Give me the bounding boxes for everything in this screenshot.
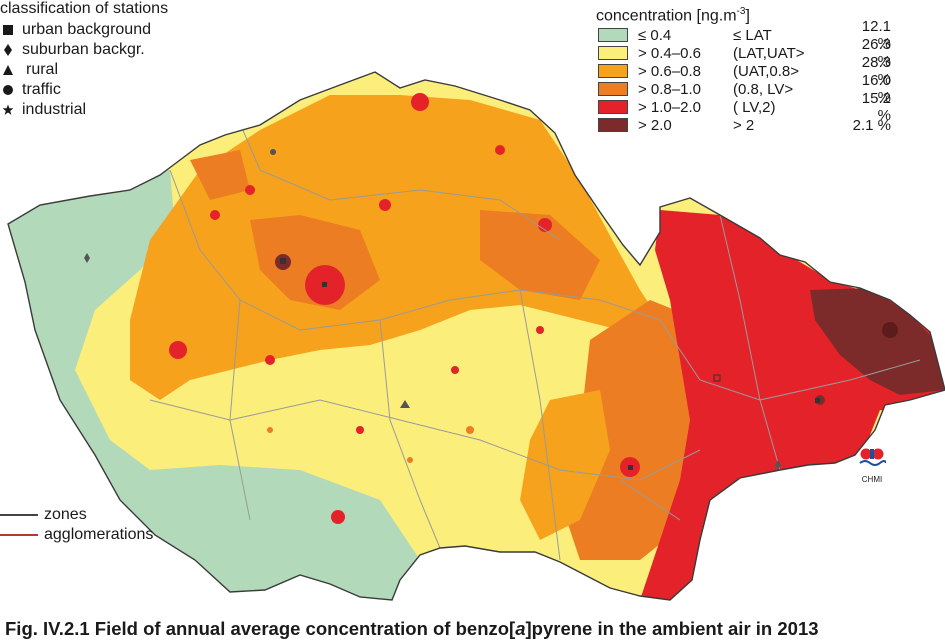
legend-traffic: traffic: [0, 80, 61, 100]
station-label: industrial: [22, 101, 87, 118]
legend-zones: zones: [0, 506, 87, 524]
agglomerations-line: [0, 534, 38, 536]
station-markers: [84, 149, 820, 470]
legend-row-5: > 1.0–2.0 ( LV,2) 15.2 %: [598, 90, 891, 124]
legend-percent: 26.3 %: [861, 36, 891, 70]
square-icon: [0, 24, 16, 36]
chmi-logo: CHMI: [858, 446, 887, 484]
legend-industrial: industrial: [0, 100, 86, 120]
stations-legend-title: classification of stations: [0, 0, 169, 17]
legend-swatch: [598, 64, 628, 78]
zones-label: zones: [44, 506, 87, 523]
legend-swatch: [598, 100, 628, 114]
chmi-logo-icon: [859, 448, 887, 466]
legend-row-3: > 0.6–0.8 (UAT,0.8> 28.3 %: [598, 54, 891, 88]
legend-urban-background: urban background: [0, 20, 151, 40]
zone-boundaries: [149, 99, 921, 561]
diamond-icon: [0, 43, 16, 57]
legend-range: > 2.0: [638, 116, 672, 134]
legend-swatch: [598, 82, 628, 96]
agglomerations-label: agglomerations: [44, 526, 154, 543]
legend-percent: 2.1 %: [852, 116, 891, 134]
legend-range: ≤ 0.4: [638, 26, 672, 44]
legend-row-2: > 0.4–0.6 (LAT,UAT> 26.3 %: [598, 36, 891, 70]
figure-caption: Fig. IV.2.1 Field of annual average conc…: [5, 618, 819, 639]
legend-agglomerations: agglomerations: [0, 526, 153, 544]
legend-row-6: > 2.0 > 2 2.1 %: [598, 116, 891, 134]
legend-suburban-background: suburban backgr.: [0, 40, 145, 60]
legend-range: > 0.8–1.0: [638, 80, 701, 98]
legend-swatch: [598, 118, 628, 132]
legend-range: > 0.4–0.6: [638, 44, 701, 62]
legend-class: ≤ LAT: [733, 26, 772, 44]
concentration-legend-title: concentration [ng.m-3]: [596, 6, 750, 25]
legend-swatch: [598, 46, 628, 60]
legend-class: (0.8, LV>: [733, 80, 794, 98]
legend-range: > 0.6–0.8: [638, 62, 701, 80]
station-label: urban background: [22, 21, 151, 38]
legend-row-1: ≤ 0.4 ≤ LAT 12.1 %: [598, 18, 891, 52]
legend-class: (UAT,0.8>: [733, 62, 799, 80]
station-label: suburban backgr.: [22, 41, 145, 58]
legend-percent: 16.0 %: [861, 72, 891, 106]
legend-percent: 12.1 %: [861, 18, 891, 52]
legend-row-4: > 0.8–1.0 (0.8, LV> 16.0 %: [598, 72, 891, 106]
legend-percent: 15.2 %: [861, 90, 891, 124]
legend-range: > 1.0–2.0: [638, 98, 701, 116]
legend-rural: rural: [0, 60, 58, 80]
legend-class: (LAT,UAT>: [733, 44, 805, 62]
zones-line: [0, 514, 38, 516]
triangle-icon: [0, 64, 16, 76]
star-icon: [0, 104, 16, 116]
station-label: rural: [26, 61, 59, 78]
chmi-logo-text: CHMI: [861, 475, 883, 484]
legend-percent: 28.3 %: [861, 54, 891, 88]
circle-icon: [0, 84, 16, 96]
legend-class: > 2: [733, 116, 755, 134]
station-label: traffic: [22, 81, 61, 98]
legend-class: ( LV,2): [733, 98, 776, 116]
legend-swatch: [598, 28, 628, 42]
